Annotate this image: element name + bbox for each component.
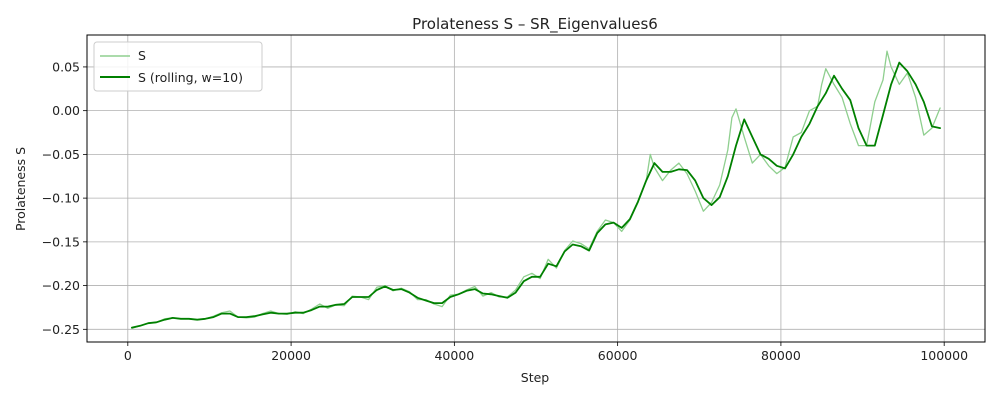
y-tick-label: −0.20: [42, 278, 80, 293]
plot-frame: [86, 34, 986, 343]
legend: S S (rolling, w=10): [93, 41, 263, 92]
y-tick-label: −0.10: [42, 191, 80, 206]
x-tick-label: 80000: [761, 348, 801, 363]
x-tick-label: 0: [124, 348, 132, 363]
y-tick-label: 0.00: [52, 103, 80, 118]
x-axis-label: Step: [521, 370, 550, 385]
series-layer: [130, 50, 941, 330]
series-line-raw: [131, 50, 941, 330]
y-tick-label: −0.25: [42, 322, 80, 337]
legend-label-raw: S: [138, 48, 146, 63]
legend-box: [93, 41, 263, 92]
y-tick-label: −0.05: [42, 147, 80, 162]
grid: [87, 35, 985, 342]
y-axis-label: Prolateness S: [13, 147, 28, 231]
y-tick-label: 0.05: [52, 59, 80, 74]
y-axis: −0.25 −0.20 −0.15 −0.10 −0.05 0.00 0.05: [42, 59, 87, 337]
x-tick-label: 40000: [434, 348, 474, 363]
legend-label-rolling: S (rolling, w=10): [138, 70, 243, 85]
y-tick-label: −0.15: [42, 234, 80, 249]
x-tick-label: 20000: [271, 348, 311, 363]
x-axis: 0 20000 40000 60000 80000 100000: [124, 342, 968, 363]
chart-title: Prolateness S – SR_Eigenvalues6: [412, 15, 658, 34]
x-tick-label: 100000: [920, 348, 968, 363]
x-tick-label: 60000: [598, 348, 638, 363]
series-line-rolling: [130, 61, 941, 329]
